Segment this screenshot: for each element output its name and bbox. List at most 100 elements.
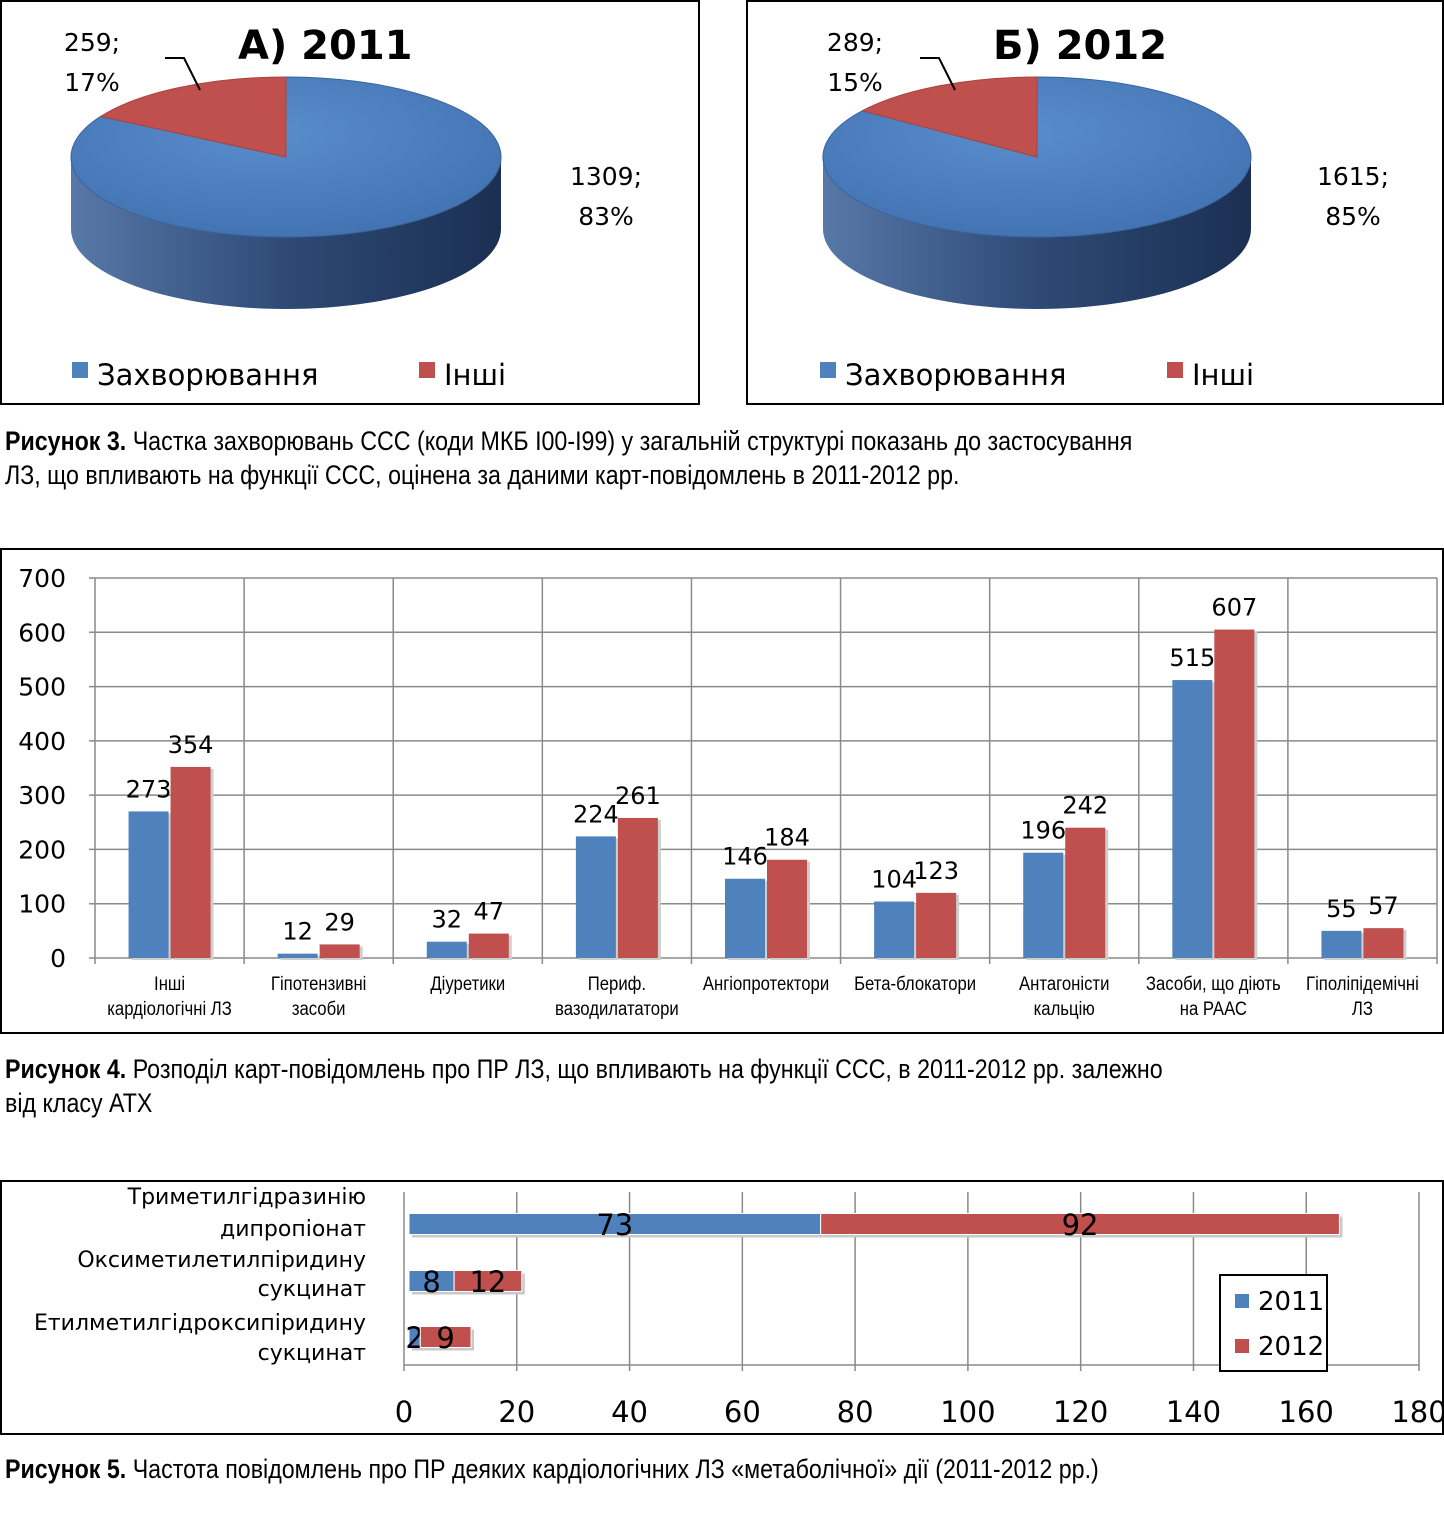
legend-label-2011: 2011 <box>1258 1287 1324 1317</box>
y-tick-label: 500 <box>18 673 66 702</box>
data-label-2012: 123 <box>913 857 959 885</box>
bar-2011 <box>1023 852 1064 958</box>
bar-2012 <box>319 944 360 958</box>
bar-2012 <box>916 892 957 958</box>
bar-2011 <box>725 878 765 958</box>
y-tick-label: 700 <box>18 564 66 593</box>
data-label-2011: 12 <box>282 918 313 946</box>
pie-title: Б) 2012 <box>993 23 1167 69</box>
x-category-label: Інші <box>154 973 185 994</box>
data-label-2012: 242 <box>1062 792 1108 820</box>
legend-label-zakhvoriuvannia: Захворювання <box>845 358 1066 392</box>
x-category-label: Ангіопротектори <box>703 973 829 994</box>
figure-4-text-line2: від класу АТХ <box>5 1088 153 1118</box>
x-category-label: кардіологічні ЛЗ <box>107 998 232 1019</box>
x-category-label: Засоби, що діють <box>1146 973 1281 994</box>
pie-panel-2011: А) 2011 259; 17% 1309; 83% Захворювання Інші <box>0 0 700 405</box>
data-label-2012: 29 <box>324 908 355 936</box>
x-category-label: ЛЗ <box>1352 998 1373 1019</box>
x-category-label: Периф. <box>588 973 646 994</box>
x-tick-label: 140 <box>1166 1395 1221 1429</box>
legend-swatch-zakhvoriuvannia <box>72 362 88 378</box>
figure-3-caption: Рисунок 3. Частка захворювань ССС (коди … <box>5 424 1132 492</box>
pie-percent-label-zakhvoriuvannia: 83% <box>578 202 634 231</box>
figure-4-caption: Рисунок 4. Розподіл карт-повідомлень про… <box>5 1052 1163 1120</box>
x-tick-label: 60 <box>724 1395 761 1429</box>
pie-value-label-zakhvoriuvannia: 1615; <box>1317 162 1389 191</box>
x-category-label: на РААС <box>1180 998 1247 1019</box>
pie-value-label-inshi: 289; <box>827 28 883 57</box>
hbar-data-label-2011: 73 <box>596 1208 633 1242</box>
bar-2012 <box>617 817 658 958</box>
pie-panel-2012: Б) 2012 289; 15% 1615; 85% Захворювання Інші <box>746 0 1444 405</box>
legend-swatch-inshi <box>419 362 435 378</box>
x-tick-label: 100 <box>940 1395 995 1429</box>
data-label-2012: 261 <box>615 782 661 810</box>
bar-2012 <box>1363 928 1404 958</box>
y-category-label: сукцинат <box>258 1341 367 1366</box>
bar-2011 <box>874 901 915 958</box>
y-category-label: Триметилгідразинію <box>127 1185 366 1210</box>
pie-leader-line <box>165 57 201 91</box>
y-category-label: Етилметилгідроксипіридину <box>34 1311 366 1336</box>
data-label-2011: 146 <box>722 843 768 871</box>
legend-swatch-2011 <box>1235 1294 1249 1308</box>
x-tick-label: 20 <box>498 1395 535 1429</box>
pie-chart-2012: Б) 2012 289; 15% 1615; 85% Захворювання Інші <box>820 23 1389 392</box>
legend-swatch-zakhvoriuvannia <box>820 362 836 378</box>
x-tick-label: 0 <box>395 1395 413 1429</box>
y-tick-label: 300 <box>18 781 66 810</box>
data-label-2011: 196 <box>1020 817 1066 845</box>
bar-2011 <box>575 836 616 958</box>
figure-4-label: Рисунок 4. <box>5 1054 127 1084</box>
pie-value-label-inshi: 259; <box>64 28 120 57</box>
figure-5-caption: Рисунок 5. Частота повідомлень про ПР де… <box>5 1452 1099 1486</box>
pie-value-label-zakhvoriuvannia: 1309; <box>570 162 642 191</box>
hbar-2012 <box>419 1326 472 1348</box>
figure-5-label: Рисунок 5. <box>5 1454 127 1484</box>
bar-2011 <box>426 941 467 958</box>
y-tick-label: 0 <box>50 944 66 973</box>
y-category-label: дипропіонат <box>220 1217 366 1242</box>
bar-2012 <box>1214 629 1255 958</box>
data-label-2011: 32 <box>432 906 463 934</box>
x-tick-label: 120 <box>1053 1395 1108 1429</box>
y-tick-label: 600 <box>18 618 66 647</box>
data-label-2011: 104 <box>871 866 917 894</box>
data-label-2011: 515 <box>1169 644 1215 672</box>
hbar-data-label-2012: 9 <box>436 1321 454 1355</box>
x-category-label: Антагоністи <box>1019 973 1109 994</box>
hbar-panel: 0 20 40 60 80 100 120 140 160 180 Триметилгідразин… <box>0 1180 1444 1435</box>
pie-side-wall <box>823 157 1251 309</box>
data-label-2012: 607 <box>1211 594 1257 622</box>
figure-3-label: Рисунок 3. <box>5 426 127 456</box>
bar-2011 <box>277 953 318 958</box>
data-label-2012: 184 <box>764 824 810 852</box>
hbar-2012 <box>820 1213 1340 1235</box>
bar-2011 <box>1172 680 1213 958</box>
legend-label-inshi: Інші <box>444 358 506 392</box>
data-label-2012: 354 <box>168 731 214 759</box>
bar-panel: 0 100 200 300 400 500 600 700 273 354 Інші кардіоло… <box>0 548 1444 1034</box>
pie-leader-line <box>920 57 956 91</box>
figure-4-text-line1: Розподіл карт-повідомлень про ПР ЛЗ, що … <box>132 1054 1163 1084</box>
pie-title: А) 2011 <box>238 23 413 69</box>
data-label-2012: 47 <box>474 898 505 926</box>
x-tick-label: 180 <box>1391 1395 1442 1429</box>
hbar-2012 <box>453 1270 523 1292</box>
x-tick-label: 80 <box>837 1395 874 1429</box>
data-label-2011: 224 <box>573 800 619 828</box>
legend-box <box>1219 1274 1328 1372</box>
y-tick-label: 200 <box>18 835 66 864</box>
data-label-2011: 273 <box>126 775 172 803</box>
bar-2012 <box>468 933 509 958</box>
x-category-label: засоби <box>292 998 346 1019</box>
x-category-label: Гіпотензивні <box>271 973 366 994</box>
data-label-2011: 55 <box>1326 895 1357 923</box>
hbar-data-label-2012: 92 <box>1062 1208 1099 1242</box>
pie-slice-zakhvoriuvannia <box>822 76 1252 238</box>
x-category-label: вазодилататори <box>555 998 679 1019</box>
x-tick-label: 160 <box>1279 1395 1334 1429</box>
figure-3-text-line2: ЛЗ, що впливають на функції ССС, оцінена… <box>5 460 960 490</box>
legend-label-zakhvoriuvannia: Захворювання <box>97 358 318 392</box>
